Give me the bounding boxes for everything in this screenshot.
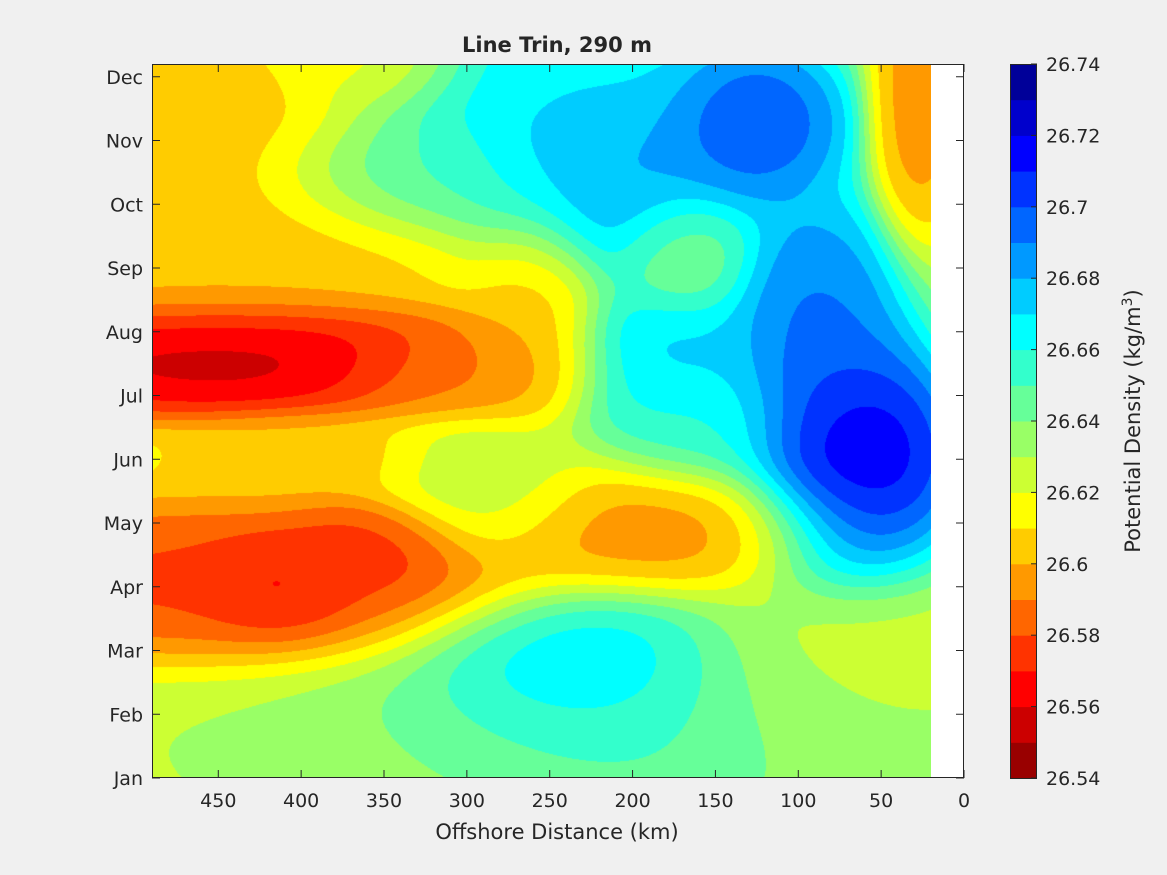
x-tick-label: 350 [366, 790, 402, 812]
colorbar-swatch [1010, 421, 1037, 458]
x-tick-label: 0 [958, 790, 970, 812]
colorbar-swatch [1010, 563, 1037, 600]
colorbar-tick-label: 26.74 [1046, 54, 1100, 76]
x-tick-label: 450 [200, 790, 236, 812]
colorbar-label-superscript: 3 [1120, 297, 1136, 306]
colorbar-tick-label: 26.54 [1046, 768, 1100, 790]
colorbar-swatch [1010, 171, 1037, 208]
x-tick-label: 200 [614, 790, 650, 812]
chart-title: Line Trin, 290 m [462, 33, 652, 57]
plot-frame [152, 64, 964, 778]
colorbar-tick-label: 26.7 [1046, 197, 1088, 219]
y-tick-label: Sep [107, 258, 143, 280]
plot-area: 450 400 350 300 250 200 150 100 50 0 Jan Feb Mar Apr… [104, 64, 970, 812]
y-tick-label: Feb [109, 704, 143, 726]
colorbar-swatch [1010, 385, 1037, 422]
y-tick-label: May [104, 513, 143, 535]
colorbar-tick-label: 26.72 [1046, 125, 1100, 147]
colorbar-tick-label: 26.66 [1046, 340, 1100, 362]
x-tick-label: 50 [869, 790, 893, 812]
colorbar-swatch [1010, 706, 1037, 743]
colorbar-swatch [1010, 599, 1037, 636]
x-axis-ticks: 450 400 350 300 250 200 150 100 50 0 [200, 64, 970, 812]
x-tick-label: 400 [283, 790, 319, 812]
x-tick-label: 100 [780, 790, 816, 812]
y-tick-label: Dec [106, 67, 143, 89]
colorbar-label: Potential Density (kg/m3) [1120, 289, 1145, 553]
colorbar: 26.54 26.56 26.58 26.6 26.62 26.64 26.66 26.68 2… [1010, 54, 1145, 790]
y-tick-label: Jan [113, 768, 143, 790]
colorbar-swatch [1010, 135, 1037, 172]
y-axis-ticks: Jan Feb Mar Apr May Jun Jul Aug Sep Oct Nov Dec [104, 67, 964, 790]
colorbar-tick-label: 26.6 [1046, 554, 1088, 576]
colorbar-label-suffix: ) [1121, 289, 1145, 297]
x-tick-label: 300 [449, 790, 485, 812]
colorbar-tick-label: 26.64 [1046, 411, 1100, 433]
x-axis-label: Offshore Distance (km) [435, 820, 678, 844]
colorbar-swatch [1010, 206, 1037, 243]
colorbar-swatch [1010, 313, 1037, 351]
colorbar-swatch [1010, 99, 1037, 136]
colorbar-swatch [1010, 670, 1037, 708]
colorbar-swatches [1010, 64, 1037, 779]
colorbar-swatch [1010, 64, 1037, 101]
contour-field [152, 64, 931, 778]
y-tick-label: Nov [106, 131, 143, 153]
colorbar-swatch [1010, 635, 1037, 672]
y-tick-label: Jun [112, 449, 143, 471]
y-tick-label: Jul [119, 386, 143, 408]
y-tick-label: Aug [106, 322, 143, 344]
colorbar-tick-label: 26.58 [1046, 625, 1100, 647]
y-tick-label: Mar [107, 641, 143, 663]
colorbar-tick-label: 26.68 [1046, 268, 1100, 290]
y-tick-label: Oct [110, 194, 143, 216]
colorbar-swatch [1010, 349, 1037, 386]
colorbar-tick-label: 26.62 [1046, 482, 1100, 504]
colorbar-swatch [1010, 278, 1037, 315]
colorbar-swatch [1010, 456, 1037, 493]
y-tick-label: Apr [110, 577, 143, 599]
colorbar-tick-label: 26.56 [1046, 697, 1100, 719]
colorbar-swatch [1010, 742, 1037, 779]
colorbar-swatch [1010, 242, 1037, 279]
x-tick-label: 150 [697, 790, 733, 812]
x-tick-label: 250 [532, 790, 568, 812]
colorbar-swatch [1010, 528, 1037, 565]
colorbar-swatch [1010, 492, 1037, 529]
colorbar-ticks: 26.54 26.56 26.58 26.6 26.62 26.64 26.66 26.68 2… [1031, 54, 1100, 790]
